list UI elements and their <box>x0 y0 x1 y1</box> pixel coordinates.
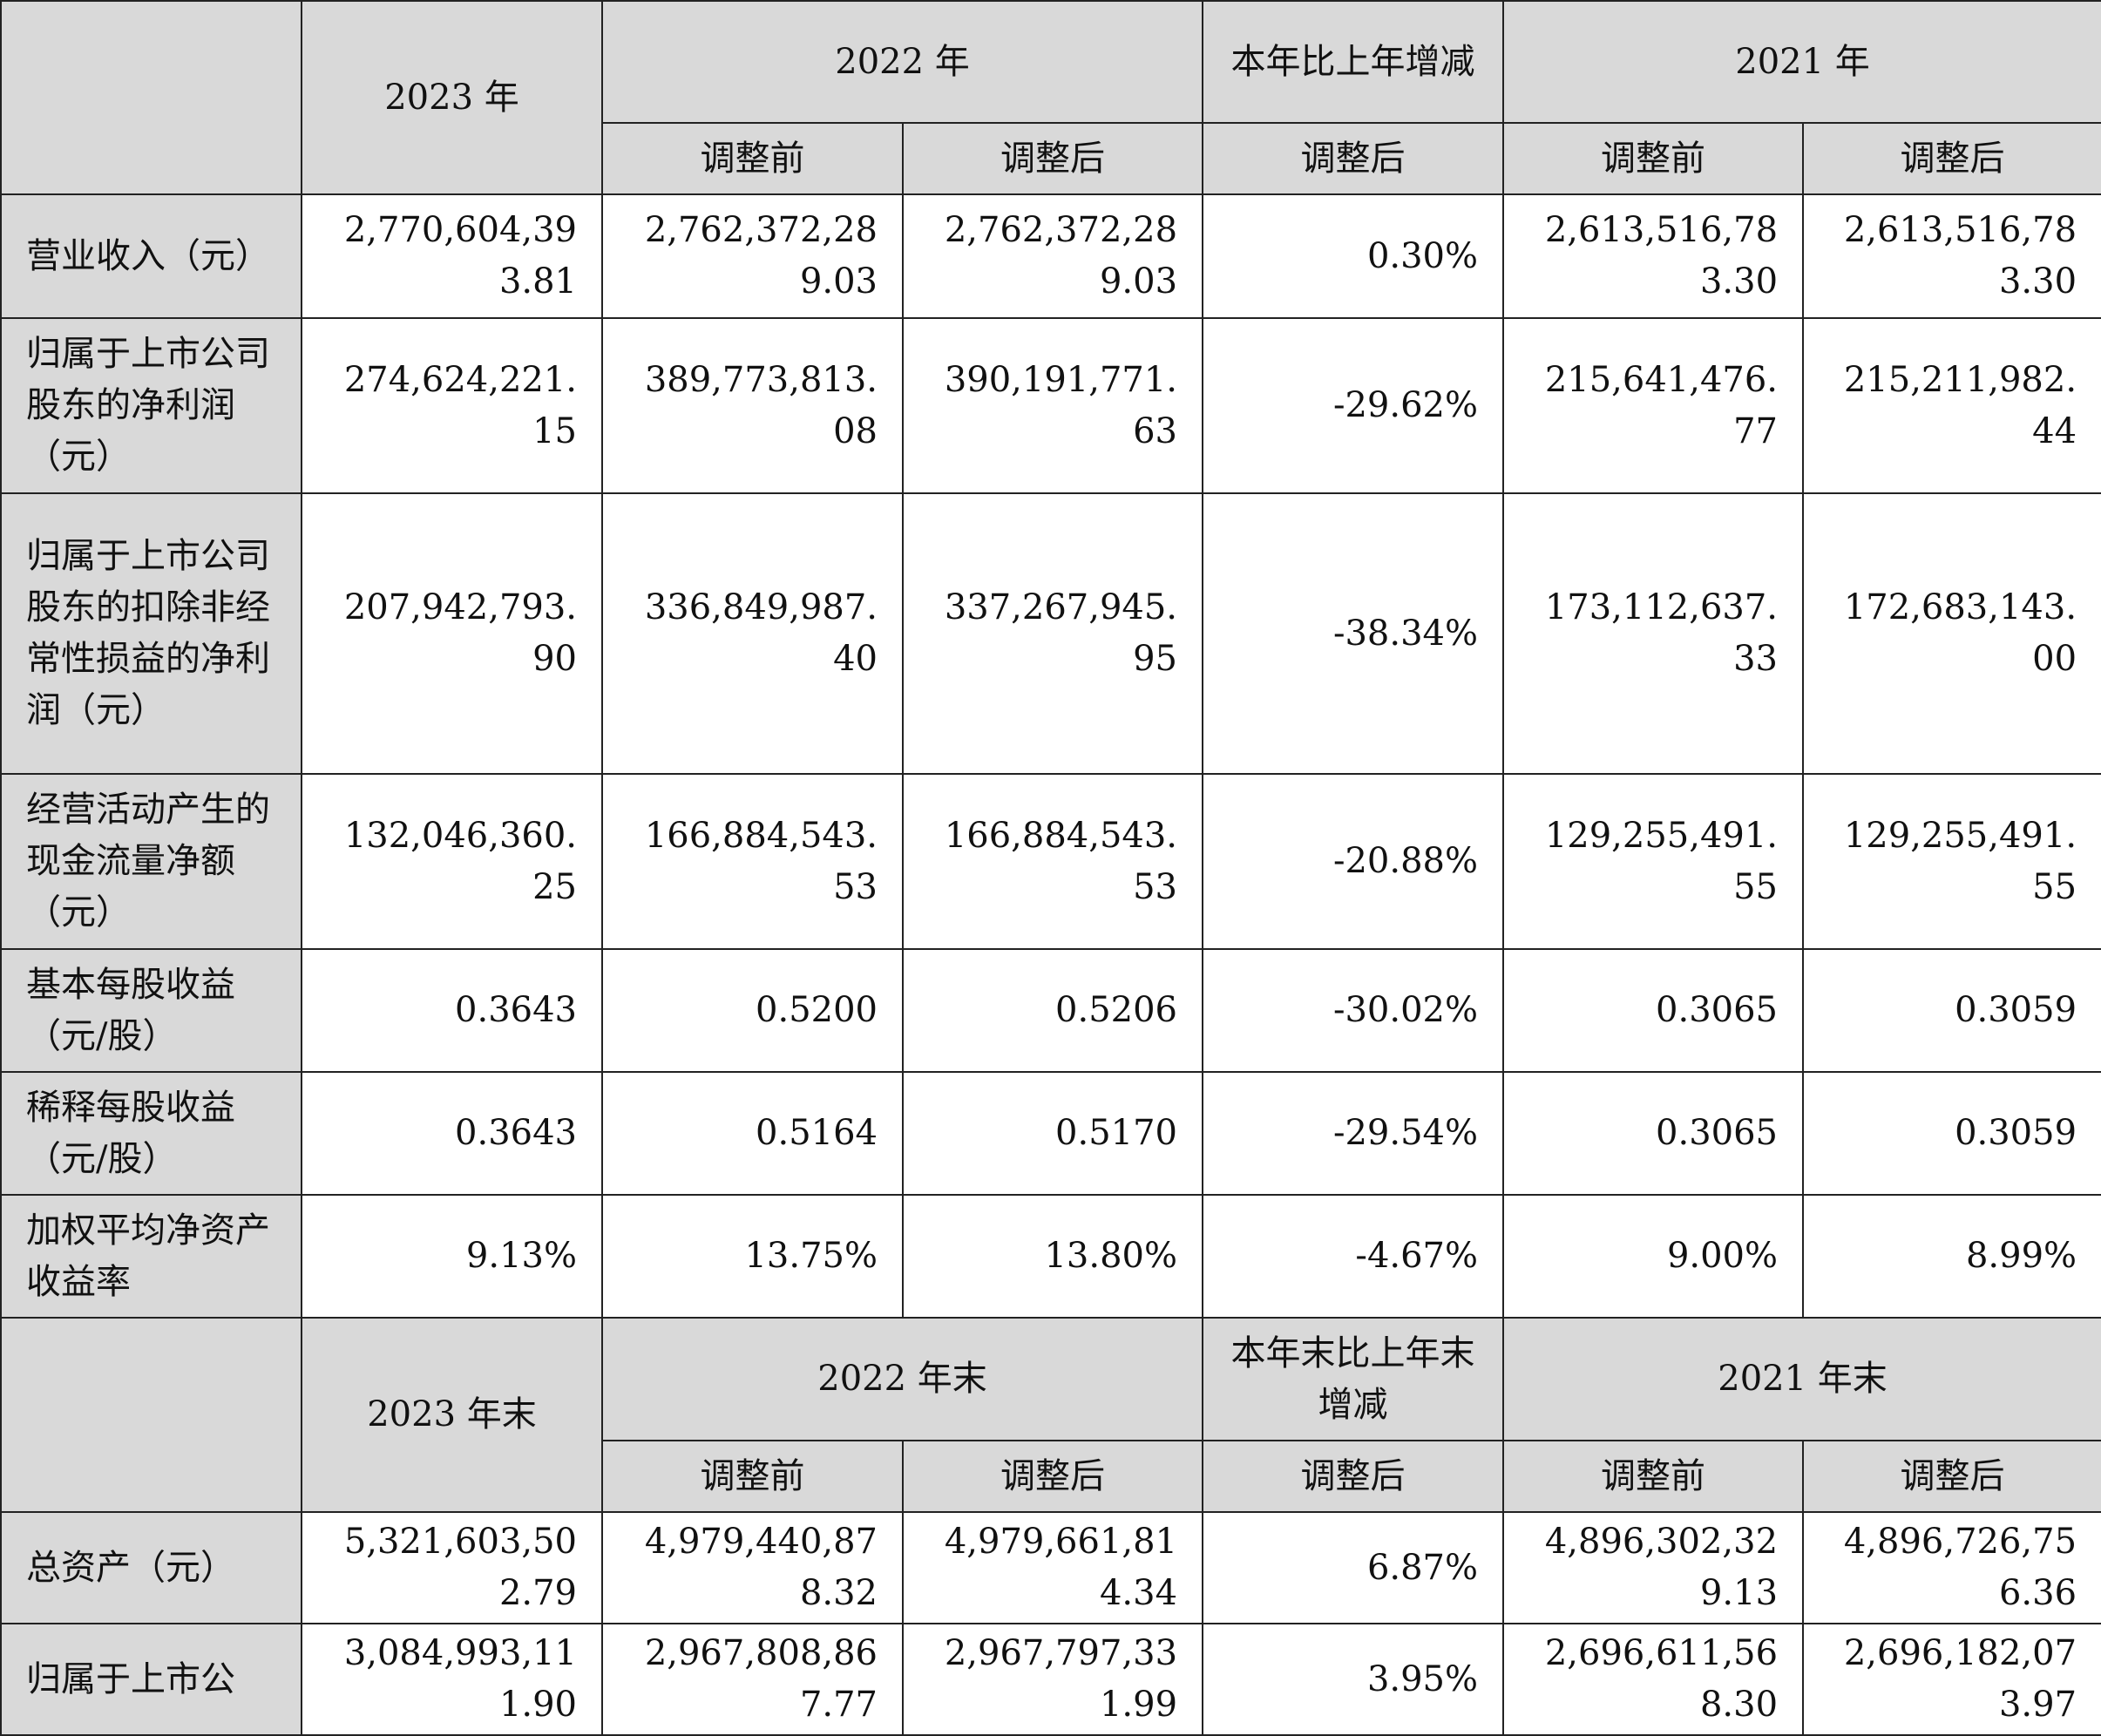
header-2022-after: 调整后 <box>901 122 1204 195</box>
cell-2021-before: 2,613,516,783.30 <box>1502 193 1805 319</box>
row-label: 归属于上市公司股东的扣除非经常性损益的净利润（元） <box>0 492 302 775</box>
cell-2021-after: 2,696,182,073.97 <box>1802 1623 2101 1736</box>
row-label: 营业收入（元） <box>0 193 302 319</box>
header-row-4: 调整前 调整后 调整后 调整前 调整后 <box>1 1440 2101 1513</box>
cell-2021-before: 4,896,302,329.13 <box>1502 1511 1805 1624</box>
table-row: 归属于上市公司股东的扣除非经常性损益的净利润（元） 207,942,793.90… <box>0 492 2101 775</box>
cell-2023: 274,624,221.15 <box>301 317 603 494</box>
table-row: 营业收入（元） 2,770,604,393.81 2,762,372,289.0… <box>0 193 2101 319</box>
cell-2022-after: 4,979,661,814.34 <box>901 1511 1204 1624</box>
cell-2021-before: 9.00% <box>1502 1194 1805 1319</box>
cell-change: 3.95% <box>1202 1623 1505 1736</box>
cell-2023: 5,321,603,502.79 <box>301 1511 603 1624</box>
row-label: 基本每股收益（元/股） <box>0 948 302 1073</box>
cell-2022-before: 0.5164 <box>601 1071 904 1196</box>
header-change-end-after: 调整后 <box>1202 1440 1505 1513</box>
header-2022-end: 2022 年末 <box>600 1317 1204 1441</box>
cell-2022-after: 0.5170 <box>901 1071 1204 1196</box>
cell-2021-after: 8.99% <box>1802 1194 2101 1319</box>
header-corner-cell-2 <box>0 1317 302 1513</box>
cell-2021-after: 172,683,143.00 <box>1802 492 2101 775</box>
header-2021: 2021 年 <box>1502 0 2101 124</box>
cell-2023: 207,942,793.90 <box>301 492 603 775</box>
cell-2021-after: 2,613,516,783.30 <box>1802 193 2101 319</box>
cell-2022-before: 389,773,813.08 <box>601 317 904 494</box>
cell-2023: 9.13% <box>301 1194 603 1319</box>
cell-change: -38.34% <box>1202 492 1505 775</box>
cell-2022-after: 2,762,372,289.03 <box>901 193 1204 319</box>
table-row: 经营活动产生的现金流量净额（元） 132,046,360.25 166,884,… <box>0 773 2101 950</box>
cell-2022-after: 2,967,797,331.99 <box>901 1623 1204 1736</box>
cell-2021-before: 215,641,476.77 <box>1502 317 1805 494</box>
cell-2021-after: 4,896,726,756.36 <box>1802 1511 2101 1624</box>
cell-change: 0.30% <box>1202 193 1505 319</box>
cell-change: -29.62% <box>1202 317 1505 494</box>
row-label: 稀释每股收益（元/股） <box>0 1071 302 1196</box>
cell-2021-before: 0.3065 <box>1502 1071 1805 1196</box>
cell-2022-before: 13.75% <box>601 1194 904 1319</box>
row-label: 总资产（元） <box>0 1511 302 1624</box>
header-2021-end-before: 调整前 <box>1502 1440 1805 1513</box>
cell-2021-before: 173,112,637.33 <box>1502 492 1805 775</box>
header-row-3: 2023 年末 2022 年末 本年末比上年末增减 2021 年末 <box>0 1317 2101 1513</box>
row-label: 经营活动产生的现金流量净额（元） <box>0 773 302 950</box>
header-2021-end: 2021 年末 <box>1502 1317 2101 1441</box>
cell-change: -30.02% <box>1202 948 1505 1073</box>
header-row-1: 2023 年 2022 年 本年比上年增减 2021 年 <box>0 0 2101 195</box>
cell-2023: 3,084,993,111.90 <box>301 1623 603 1736</box>
cell-2021-after: 129,255,491.55 <box>1802 773 2101 950</box>
header-change-after: 调整后 <box>1202 122 1505 195</box>
table-row: 归属于上市公 3,084,993,111.90 2,967,808,867.77… <box>0 1623 2101 1736</box>
header-2023-end: 2023 年末 <box>301 1317 603 1513</box>
header-row-2: 调整前 调整后 调整后 调整前 调整后 <box>1 122 2101 195</box>
header-2021-end-after: 调整后 <box>1802 1440 2101 1513</box>
cell-2022-before: 2,762,372,289.03 <box>601 193 904 319</box>
cell-2022-after: 0.5206 <box>901 948 1204 1073</box>
cell-2022-before: 2,967,808,867.77 <box>601 1623 904 1736</box>
header-2022-before: 调整前 <box>601 122 904 195</box>
cell-2022-before: 336,849,987.40 <box>601 492 904 775</box>
table-row: 加权平均净资产收益率 9.13% 13.75% 13.80% -4.67% 9.… <box>0 1194 2101 1319</box>
row-label: 归属于上市公司股东的净利润（元） <box>0 317 302 494</box>
cell-2021-before: 129,255,491.55 <box>1502 773 1805 950</box>
header-2022-end-before: 调整前 <box>601 1440 904 1513</box>
header-change: 本年比上年增减 <box>1202 0 1505 124</box>
cell-2021-before: 0.3065 <box>1502 948 1805 1073</box>
cell-change: -20.88% <box>1202 773 1505 950</box>
table-row: 基本每股收益（元/股） 0.3643 0.5200 0.5206 -30.02%… <box>0 948 2101 1073</box>
cell-2021-after: 215,211,982.44 <box>1802 317 2101 494</box>
cell-2022-before: 0.5200 <box>601 948 904 1073</box>
header-change-end: 本年末比上年末增减 <box>1202 1317 1505 1441</box>
cell-2021-after: 0.3059 <box>1802 1071 2101 1196</box>
header-2023: 2023 年 <box>301 0 603 195</box>
cell-change: 6.87% <box>1202 1511 1505 1624</box>
cell-2021-after: 0.3059 <box>1802 948 2101 1073</box>
row-label: 加权平均净资产收益率 <box>0 1194 302 1319</box>
cell-2021-before: 2,696,611,568.30 <box>1502 1623 1805 1736</box>
header-2021-after: 调整后 <box>1802 122 2101 195</box>
table-row: 总资产（元） 5,321,603,502.79 4,979,440,878.32… <box>0 1511 2101 1624</box>
cell-2022-before: 4,979,440,878.32 <box>601 1511 904 1624</box>
header-2022-end-after: 调整后 <box>901 1440 1204 1513</box>
table-row: 稀释每股收益（元/股） 0.3643 0.5164 0.5170 -29.54%… <box>0 1071 2101 1196</box>
cell-2022-after: 166,884,543.53 <box>901 773 1204 950</box>
cell-2023: 132,046,360.25 <box>301 773 603 950</box>
header-2021-before: 调整前 <box>1502 122 1805 195</box>
header-2022: 2022 年 <box>600 0 1204 124</box>
cell-2022-after: 390,191,771.63 <box>901 317 1204 494</box>
cell-2023: 0.3643 <box>301 1071 603 1196</box>
cell-2023: 2,770,604,393.81 <box>301 193 603 319</box>
header-corner-cell <box>0 0 302 195</box>
table-row: 归属于上市公司股东的净利润（元） 274,624,221.15 389,773,… <box>0 317 2101 494</box>
cell-change: -4.67% <box>1202 1194 1505 1319</box>
cell-2022-before: 166,884,543.53 <box>601 773 904 950</box>
cell-2022-after: 13.80% <box>901 1194 1204 1319</box>
row-label: 归属于上市公 <box>0 1623 302 1736</box>
cell-2022-after: 337,267,945.95 <box>901 492 1204 775</box>
cell-change: -29.54% <box>1202 1071 1505 1196</box>
cell-2023: 0.3643 <box>301 948 603 1073</box>
